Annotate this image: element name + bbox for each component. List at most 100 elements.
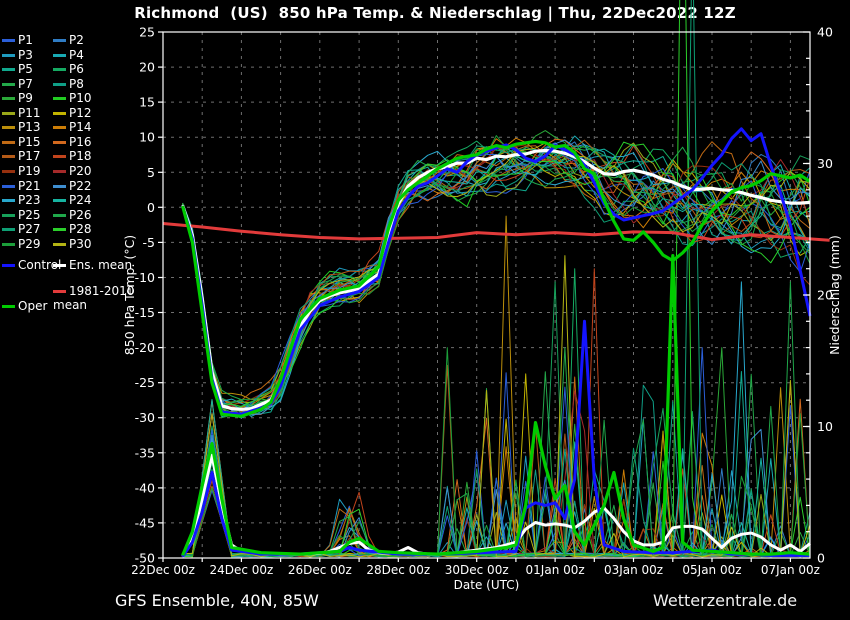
legend-item-p1: P1 [2, 33, 33, 47]
legend-item-p12-swatch [53, 111, 66, 115]
legend-item-oper: Oper [2, 299, 47, 313]
tick-label-right: 30 [817, 156, 833, 171]
legend-item-p16-swatch [53, 140, 66, 144]
legend-item-p21: P21 [2, 179, 41, 193]
legend-item-p18-swatch [53, 155, 66, 159]
legend-item-p7-label: P7 [18, 76, 33, 91]
tick-label-x: 26Dec 00z [288, 563, 352, 577]
series-p25-precip [182, 281, 811, 557]
legend-item-p29: P29 [2, 237, 41, 251]
series-p1-temp [182, 142, 811, 415]
legend-item-oper-swatch [2, 305, 15, 308]
legend-item-p18-label: P18 [69, 149, 92, 164]
legend-item-control-label: Control [18, 258, 62, 272]
legend-item-ens.-label: Ens. mean [69, 258, 133, 272]
tick-label-left: 10 [139, 130, 155, 145]
legend-item-p17: P17 [2, 149, 41, 163]
series-p27-precip [182, 0, 811, 558]
legend-item-p17-label: P17 [18, 149, 41, 164]
legend-item-p15: P15 [2, 135, 41, 149]
legend-item-oper-label: Oper [18, 299, 48, 313]
tick-label-right: 40 [817, 25, 833, 40]
legend-item-p8-swatch [53, 82, 66, 86]
series-p28-temp [182, 141, 811, 407]
tick-label-left: -30 [135, 410, 155, 425]
legend-item-p3: P3 [2, 48, 33, 62]
left-axis-title: 850 hPa Temp. (°C) [122, 235, 137, 355]
legend-item-p9-swatch [2, 97, 15, 101]
legend-item-p14: P14 [53, 120, 92, 134]
legend-item-p13-swatch [2, 126, 15, 130]
tick-label-x: 28Dec 00z [366, 563, 430, 577]
legend-item-p3-swatch [2, 53, 15, 57]
legend-item-p30: P30 [53, 237, 92, 251]
series-p28-precip [182, 0, 811, 558]
tick-label-right: 10 [817, 419, 833, 434]
legend-item-1981-2010-swatch [53, 290, 66, 293]
legend-item-p12: P12 [53, 106, 92, 120]
tick-label-right: 20 [817, 288, 833, 303]
legend-item-p22: P22 [53, 179, 92, 193]
legend-item-p29-label: P29 [18, 236, 41, 251]
legend-item-p8: P8 [53, 77, 84, 91]
tick-label-left: -20 [135, 340, 155, 355]
series-p30-temp [182, 142, 811, 415]
legend-item-p11-label: P11 [18, 105, 41, 120]
tick-label-left: 5 [147, 165, 155, 180]
legend-item-p26-swatch [53, 213, 66, 217]
tick-label-x: 01Jan 00z [526, 563, 585, 577]
legend-item-p25-label: P25 [18, 207, 41, 222]
legend-item-p19: P19 [2, 164, 41, 178]
legend-item-p21-swatch [2, 184, 15, 188]
tick-label-left: 0 [147, 200, 155, 215]
legend-item-p10-label: P10 [69, 91, 92, 106]
legend-item-ens.: Ens. mean [53, 258, 132, 272]
legend-item-p4-swatch [53, 53, 66, 57]
legend-item-p17-swatch [2, 155, 15, 159]
tick-label-x: 03Jan 00z [604, 563, 663, 577]
legend-item-p4-label: P4 [69, 47, 84, 62]
legend-item-ens.-swatch [53, 264, 66, 267]
legend-item-p4: P4 [53, 48, 84, 62]
legend-item-p14-swatch [53, 126, 66, 130]
tick-label-left: 15 [139, 95, 155, 110]
tick-label-x: 24Dec 00z [209, 563, 273, 577]
legend-item-p19-label: P19 [18, 163, 41, 178]
legend-item-p22-label: P22 [69, 178, 92, 193]
legend-item-p19-swatch [2, 169, 15, 173]
legend-item-p27-swatch [2, 228, 15, 232]
tick-label-x: 05Jan 00z [682, 563, 741, 577]
legend-item-p28-label: P28 [69, 222, 92, 237]
series-p3-temp [182, 154, 811, 419]
legend-item-p13-label: P13 [18, 120, 41, 135]
legend-item-p7-swatch [2, 82, 15, 86]
legend-item-p11: P11 [2, 106, 41, 120]
legend-item-p10: P10 [53, 91, 92, 105]
legend-item-p26-label: P26 [69, 207, 92, 222]
legend-item-p15-label: P15 [18, 134, 41, 149]
series-p26-precip [182, 281, 811, 558]
model-info-label: GFS Ensemble, 40N, 85W [115, 591, 319, 610]
legend-item-p25: P25 [2, 208, 41, 222]
legend-item-p12-label: P12 [69, 105, 92, 120]
legend-item-p23-swatch [2, 199, 15, 203]
tick-label-left: 25 [139, 25, 155, 40]
legend-item-p3-label: P3 [18, 47, 33, 62]
chart-title: Richmond (US) 850 hPa Temp. & Niederschl… [134, 4, 736, 22]
legend-item-p27-label: P27 [18, 222, 41, 237]
legend-item-p1-swatch [2, 39, 15, 42]
series-p23-precip [182, 281, 811, 558]
legend-item-p24: P24 [53, 193, 92, 207]
legend-item-1981-2010: 1981-2010 mean [53, 284, 134, 312]
legend-item-p14-label: P14 [69, 120, 92, 135]
legend-item-p23: P23 [2, 193, 41, 207]
tick-label-x: 22Dec 00z [131, 563, 195, 577]
tick-label-left: -50 [135, 551, 155, 566]
legend-item-p24-label: P24 [69, 193, 92, 208]
legend-item-p18: P18 [53, 149, 92, 163]
legend-item-p20-label: P20 [69, 163, 92, 178]
series-p14-temp [182, 137, 811, 408]
series-control_temp [181, 127, 812, 416]
